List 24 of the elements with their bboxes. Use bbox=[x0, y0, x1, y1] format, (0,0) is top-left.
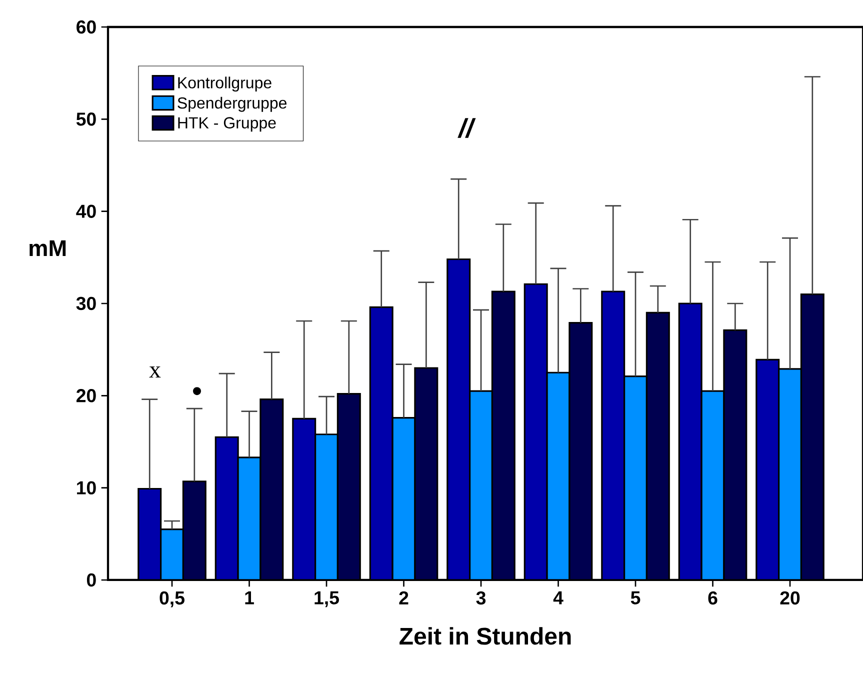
annotation: // bbox=[458, 118, 476, 138]
x-tick-label: 1,5 bbox=[314, 591, 339, 608]
annotation: x bbox=[149, 366, 161, 378]
x-tick-label: 0,5 bbox=[160, 591, 184, 608]
y-tick-label: 0 bbox=[86, 573, 96, 587]
annotation: • bbox=[193, 387, 201, 396]
y-tick-label: 50 bbox=[76, 112, 96, 126]
legend-label: HTK - Gruppe bbox=[178, 117, 276, 132]
legend-label: Kontrollgrupe bbox=[178, 76, 272, 92]
x-axis-title: Zeit in Stunden bbox=[400, 627, 571, 645]
y-tick-label: 30 bbox=[76, 296, 96, 310]
x-tick-label: 1 bbox=[245, 591, 254, 604]
x-tick-label: 5 bbox=[630, 591, 640, 604]
x-tick-label: 20 bbox=[780, 591, 800, 605]
y-axis-title: mM bbox=[30, 240, 66, 256]
y-tick-label: 60 bbox=[76, 20, 96, 34]
y-tick-label: 40 bbox=[76, 204, 96, 218]
x-tick-label: 2 bbox=[399, 591, 408, 604]
x-tick-label: 4 bbox=[553, 591, 564, 604]
y-tick-label: 10 bbox=[77, 481, 96, 494]
y-tick-label: 20 bbox=[76, 389, 96, 402]
x-tick-label: 6 bbox=[708, 591, 718, 605]
x-tick-label: 3 bbox=[476, 591, 486, 605]
legend-label: Spendergruppe bbox=[178, 96, 286, 112]
